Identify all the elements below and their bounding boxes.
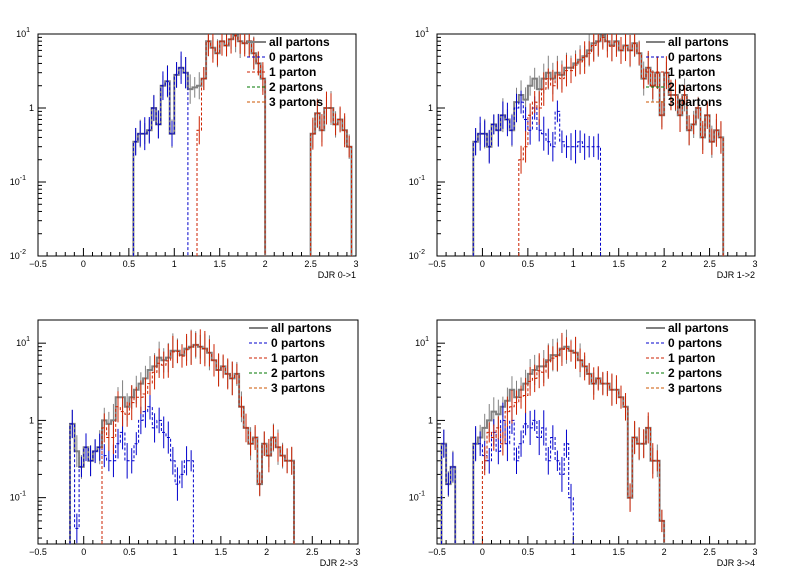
x-tick-label: 1.5	[213, 259, 226, 269]
chart-panel-4: −0.5 0 0.5 1 1.5 2 2.5 3 10-1 1 101 DJR 3->4 all par…	[409, 319, 758, 568]
chart-panel-3: −0.5 0 0.5 1 1.5 2 2.5 3 10-1 1 101 DJR 2->3 all par…	[10, 319, 361, 568]
legend-label-p2: 2 partons	[668, 366, 722, 380]
x-axis-label: DJR 1->2	[717, 270, 755, 280]
x-tick-label: −0.5	[428, 259, 446, 269]
x-tick-label: 3	[355, 547, 360, 557]
histogram-all	[132, 34, 353, 256]
y-tick-label: 10-2	[10, 249, 26, 261]
x-tick-label: 0.5	[522, 259, 535, 269]
legend-label-p3: 3 partons	[668, 95, 722, 109]
y-tick-label: 101	[16, 336, 30, 348]
series-p0	[441, 402, 574, 544]
histogram-p1	[481, 348, 665, 544]
legend-label-p2: 2 partons	[269, 80, 323, 94]
x-tick-label: −0.5	[29, 259, 47, 269]
chart-panel-1: −0.5 0 0.5 1 1.5 2 2.5 3 10-2 10-1 1 101 DJR 0->1 all…	[10, 27, 359, 280]
x-tick-label: 3	[752, 547, 757, 557]
legend-label-p3: 3 partons	[269, 95, 323, 109]
y-tick-label: 10-2	[409, 249, 425, 261]
histogram-all	[69, 343, 295, 544]
histogram-all	[472, 34, 725, 256]
legend-label-all: all partons	[668, 35, 729, 49]
histogram-p0	[132, 67, 189, 256]
legend-label-all: all partons	[269, 35, 330, 49]
series-all	[132, 34, 353, 256]
y-tick-label: 1	[29, 103, 34, 113]
histogram-p1	[101, 344, 295, 544]
x-tick-label: 2	[662, 547, 667, 557]
x-tick-label: 1	[173, 547, 178, 557]
x-axis-label: DJR 2->3	[320, 558, 358, 568]
x-tick-label: 0	[480, 259, 485, 269]
x-tick-label: 3	[353, 259, 358, 269]
legend-label-all: all partons	[271, 321, 332, 335]
histogram-p1	[196, 35, 352, 256]
series-p1	[196, 34, 352, 256]
x-tick-label: 1	[571, 547, 576, 557]
x-tick-label: 2.5	[306, 547, 319, 557]
x-tick-label: 0	[81, 547, 86, 557]
x-tick-label: 2.5	[304, 259, 317, 269]
y-tick-label: 101	[415, 27, 429, 39]
y-tick-label: 10-1	[409, 175, 425, 187]
y-tick-label: 10-1	[409, 491, 425, 503]
plot-frame	[436, 33, 756, 257]
legend-label-p3: 3 partons	[271, 381, 325, 395]
series-p0	[132, 51, 189, 256]
x-tick-label: 0	[480, 547, 485, 557]
y-tick-label: 101	[16, 27, 30, 39]
x-axis-label: DJR 3->4	[717, 558, 755, 568]
x-tick-label: 1	[571, 259, 576, 269]
x-tick-label: 2	[264, 547, 269, 557]
x-axis-label: DJR 0->1	[318, 270, 356, 280]
legend-label-p1: 1 parton	[271, 351, 318, 365]
series-p1	[481, 332, 665, 544]
x-tick-label: 1.5	[612, 547, 625, 557]
x-tick-label: 2	[263, 259, 268, 269]
y-tick-label: 101	[415, 336, 429, 348]
legend-label-p0: 0 partons	[269, 50, 323, 64]
x-tick-label: 1.5	[612, 259, 625, 269]
legend-label-p0: 0 partons	[271, 336, 325, 350]
y-tick-label: 1	[29, 415, 34, 425]
x-tick-label: −0.5	[428, 547, 446, 557]
series-p0	[69, 394, 194, 544]
x-tick-label: 0	[81, 259, 86, 269]
y-tick-label: 10-1	[10, 175, 26, 187]
x-tick-label: 2	[662, 259, 667, 269]
x-tick-label: 2.5	[703, 259, 716, 269]
histogram-p0	[472, 101, 601, 256]
x-tick-label: 0.5	[123, 259, 136, 269]
series-p1	[518, 34, 724, 256]
histogram-p0	[69, 406, 194, 544]
y-tick-label: 1	[428, 103, 433, 113]
series-p1	[101, 329, 295, 544]
x-tick-label: 3	[752, 259, 757, 269]
legend-label-p2: 2 partons	[668, 80, 722, 94]
legend-label-p2: 2 partons	[271, 366, 325, 380]
legend-label-p0: 0 partons	[668, 50, 722, 64]
x-tick-label: 0.5	[123, 547, 136, 557]
legend-label-p3: 3 partons	[668, 381, 722, 395]
x-tick-label: −0.5	[29, 547, 47, 557]
y-tick-label: 1	[428, 415, 433, 425]
y-tick-label: 10-1	[10, 491, 26, 503]
chart-panel-2: −0.5 0 0.5 1 1.5 2 2.5 3 10-2 10-1 1 101 DJR 1->2 all…	[409, 27, 758, 280]
legend-label-p1: 1 parton	[269, 65, 316, 79]
legend-label-p1: 1 parton	[668, 65, 715, 79]
x-tick-label: 2.5	[703, 547, 716, 557]
series-p0	[472, 90, 601, 256]
legend-label-p1: 1 parton	[668, 351, 715, 365]
legend-label-all: all partons	[668, 321, 729, 335]
x-tick-label: 0.5	[522, 547, 535, 557]
x-tick-label: 1	[172, 259, 177, 269]
legend-label-p0: 0 partons	[668, 336, 722, 350]
x-tick-label: 1.5	[215, 547, 228, 557]
